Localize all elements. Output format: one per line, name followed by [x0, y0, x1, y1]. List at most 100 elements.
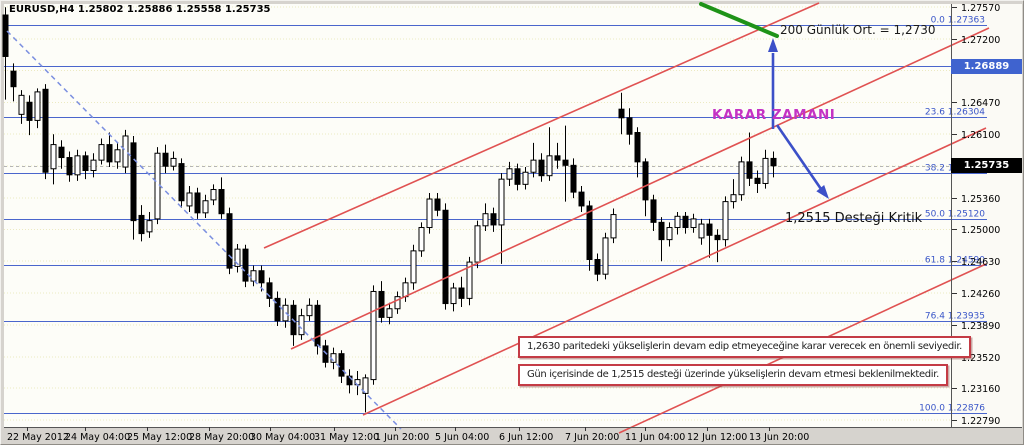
trend-channel-line [290, 27, 990, 350]
candle-bull [666, 227, 673, 241]
candle-bull [186, 192, 193, 207]
trend-channel-line [362, 127, 987, 416]
karar-zamani-annotation: KARAR ZAMANI [712, 107, 836, 123]
price-tick-label: 1.25360 [961, 194, 1000, 205]
candle-bull [306, 304, 313, 317]
candle-bull [698, 223, 705, 239]
price-tick-label: 1.25000 [961, 225, 1000, 236]
candle-bear [162, 152, 169, 167]
candle-bull [394, 296, 401, 310]
time-tick-label: 30 May 04:00 [250, 432, 315, 443]
time-tick-label: 7 Jun 20:00 [565, 432, 619, 443]
candle-bear [66, 157, 73, 176]
candle-bear [642, 161, 649, 201]
candle-bear [746, 161, 753, 179]
candle-bull [250, 270, 257, 282]
candle-bull [90, 159, 97, 172]
price-tick-label: 1.24260 [961, 289, 1000, 300]
downtrend-dashed-line [6, 30, 402, 430]
candle-bull [450, 287, 457, 305]
candle-bull [98, 144, 105, 161]
candle-bear [130, 142, 137, 222]
candle-bull [498, 178, 505, 226]
candle-bull [738, 161, 745, 196]
candle-bull [154, 152, 161, 220]
candle-bear [618, 108, 625, 119]
candle-bear [458, 287, 465, 299]
candle-bull [114, 149, 121, 163]
candle-bull [210, 189, 217, 201]
candle-bear [58, 146, 65, 159]
candle-bear [226, 213, 233, 269]
candle-bull [426, 198, 433, 229]
up-arrow-head [768, 38, 778, 52]
support-critical-annotation: 1,2515 Desteği Kritik [785, 211, 923, 226]
candle-bear [378, 290, 385, 318]
candle-bear [82, 155, 89, 172]
candle-bull [506, 168, 513, 180]
candle-bear [570, 164, 577, 193]
candle-bull [386, 308, 393, 318]
candle-bull [34, 91, 41, 121]
candle-bull [50, 144, 57, 170]
candle-bear [754, 177, 761, 184]
candle-bull [466, 261, 473, 299]
candle-bull [610, 214, 617, 239]
time-tick-label: 25 May 12:00 [127, 432, 192, 443]
candle-bull [690, 218, 697, 229]
candle-bear [634, 131, 641, 163]
level-price-badge: 1.26889 [951, 59, 1022, 74]
time-tick-label: 13 Jun 20:00 [749, 432, 809, 443]
candle-bear [538, 159, 545, 177]
candle-bear [242, 248, 249, 282]
price-tick-label: 1.22790 [961, 416, 1000, 427]
candle-bull [546, 155, 553, 177]
candle-bear [650, 199, 657, 223]
candle-bull [122, 135, 129, 168]
fibonacci-label: 76.4 1.23935 [925, 312, 985, 322]
candle-bear [106, 144, 113, 163]
candle-bull [522, 171, 529, 185]
candle-bull [18, 94, 25, 115]
price-tick-label: 1.27570 [961, 3, 1000, 14]
candle-bear [658, 221, 665, 241]
time-tick-label: 24 May 04:00 [65, 432, 130, 443]
candle-bull [146, 220, 153, 233]
candle-bull [170, 157, 177, 167]
candle-bear [442, 209, 449, 305]
fibonacci-label: 50.0 1.25120 [925, 210, 985, 220]
candle-bull [762, 157, 769, 184]
time-tick-label: 28 May 20:00 [189, 432, 254, 443]
candle-bull [418, 227, 425, 252]
candle-bull [362, 377, 369, 394]
candle-bull [474, 225, 481, 263]
candle-bull [482, 213, 489, 227]
candle-bear [594, 258, 601, 275]
fibonacci-label: 0.0 1.27363 [931, 16, 985, 26]
time-tick-label: 12 Jun 12:00 [687, 432, 747, 443]
ma-200-annotation: 200 Günlük Ort. = 1,2730 [780, 23, 936, 37]
candle-bull [234, 248, 241, 267]
time-tick-label: 11 Jun 04:00 [625, 432, 685, 443]
candle-bear [626, 117, 633, 135]
price-tick-label: 1.23520 [961, 353, 1000, 364]
chart-title-ohlc: EURUSD,H4 1.25802 1.25886 1.25558 1.2573… [9, 4, 271, 15]
candle-bear [314, 304, 321, 347]
price-tick-label: 1.27200 [961, 35, 1000, 46]
candle-bull [722, 201, 729, 241]
down-arrow [775, 124, 823, 190]
current-price-badge: 1.25735 [951, 158, 1022, 173]
trend-channel-line [263, 2, 820, 249]
price-tick-label: 1.26100 [961, 130, 1000, 141]
candle-bear [562, 159, 569, 166]
candle-bear [218, 189, 225, 215]
candle-bear [338, 353, 345, 377]
candle-bear [266, 282, 273, 299]
ma-200-line [699, 2, 779, 38]
candle-bull [674, 215, 681, 229]
candle-bear [258, 270, 265, 284]
time-tick-label: 5 Jun 04:00 [435, 432, 489, 443]
note-box-1: 1,2630 paritedeki yükselişlerin devam ed… [518, 336, 972, 358]
